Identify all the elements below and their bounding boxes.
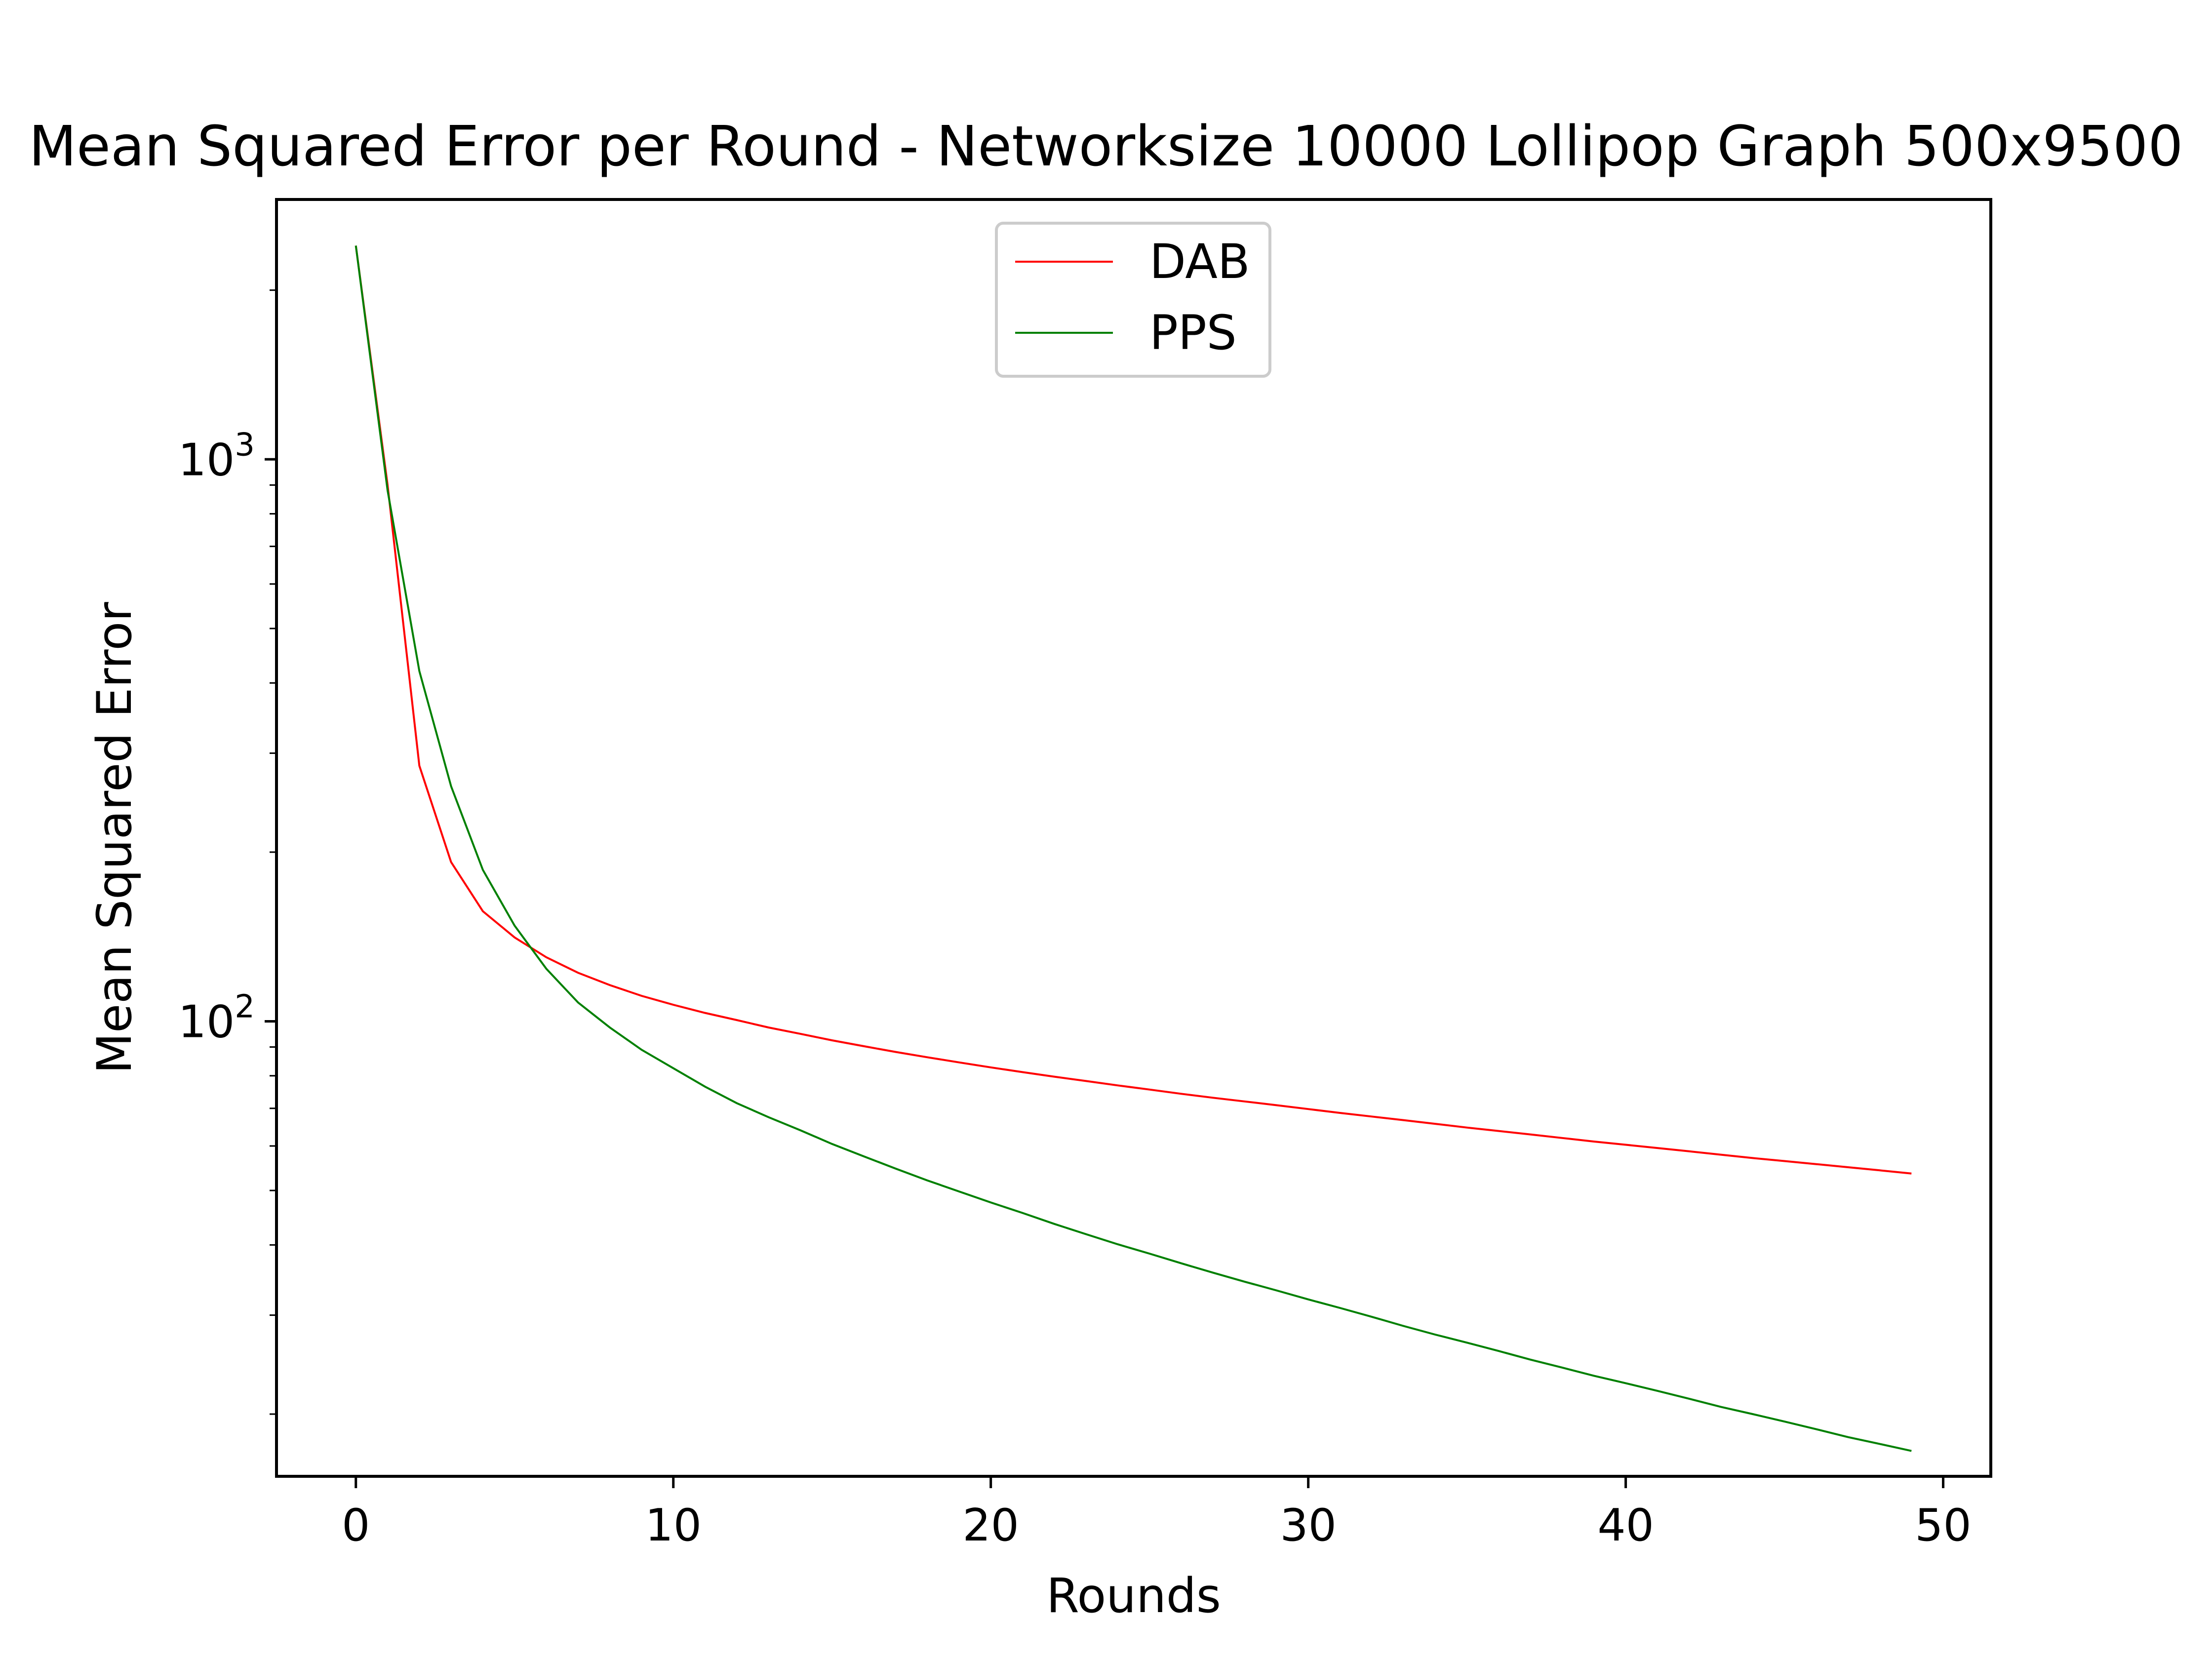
x-tick-label: 30	[1280, 1500, 1337, 1551]
legend-label-dab: DAB	[1149, 234, 1250, 289]
x-axis-label: Rounds	[1046, 1568, 1221, 1623]
y-tick-label: 103	[178, 427, 255, 486]
series-layer	[355, 245, 1912, 1452]
legend-label-pps: PPS	[1149, 305, 1237, 360]
x-tick-label: 0	[342, 1500, 370, 1551]
chart-title: Mean Squared Error per Round - Networksi…	[29, 115, 2183, 179]
x-tick-label: 10	[645, 1500, 702, 1551]
y-axis-label: Mean Squared Error	[87, 602, 142, 1074]
x-tick-label: 50	[1915, 1500, 1972, 1551]
plot-frame	[275, 198, 1992, 1478]
y-axis: 102 103	[178, 289, 276, 1415]
x-tick-label: 40	[1597, 1500, 1654, 1551]
series-line-pps	[355, 245, 1912, 1452]
x-tick-label: 20	[962, 1500, 1019, 1551]
series-line-dab	[355, 245, 1912, 1175]
x-axis: 0 10 20 30 40 50	[342, 1476, 1972, 1551]
legend: DAB PPS	[995, 222, 1271, 378]
y-tick-label: 102	[178, 988, 255, 1048]
